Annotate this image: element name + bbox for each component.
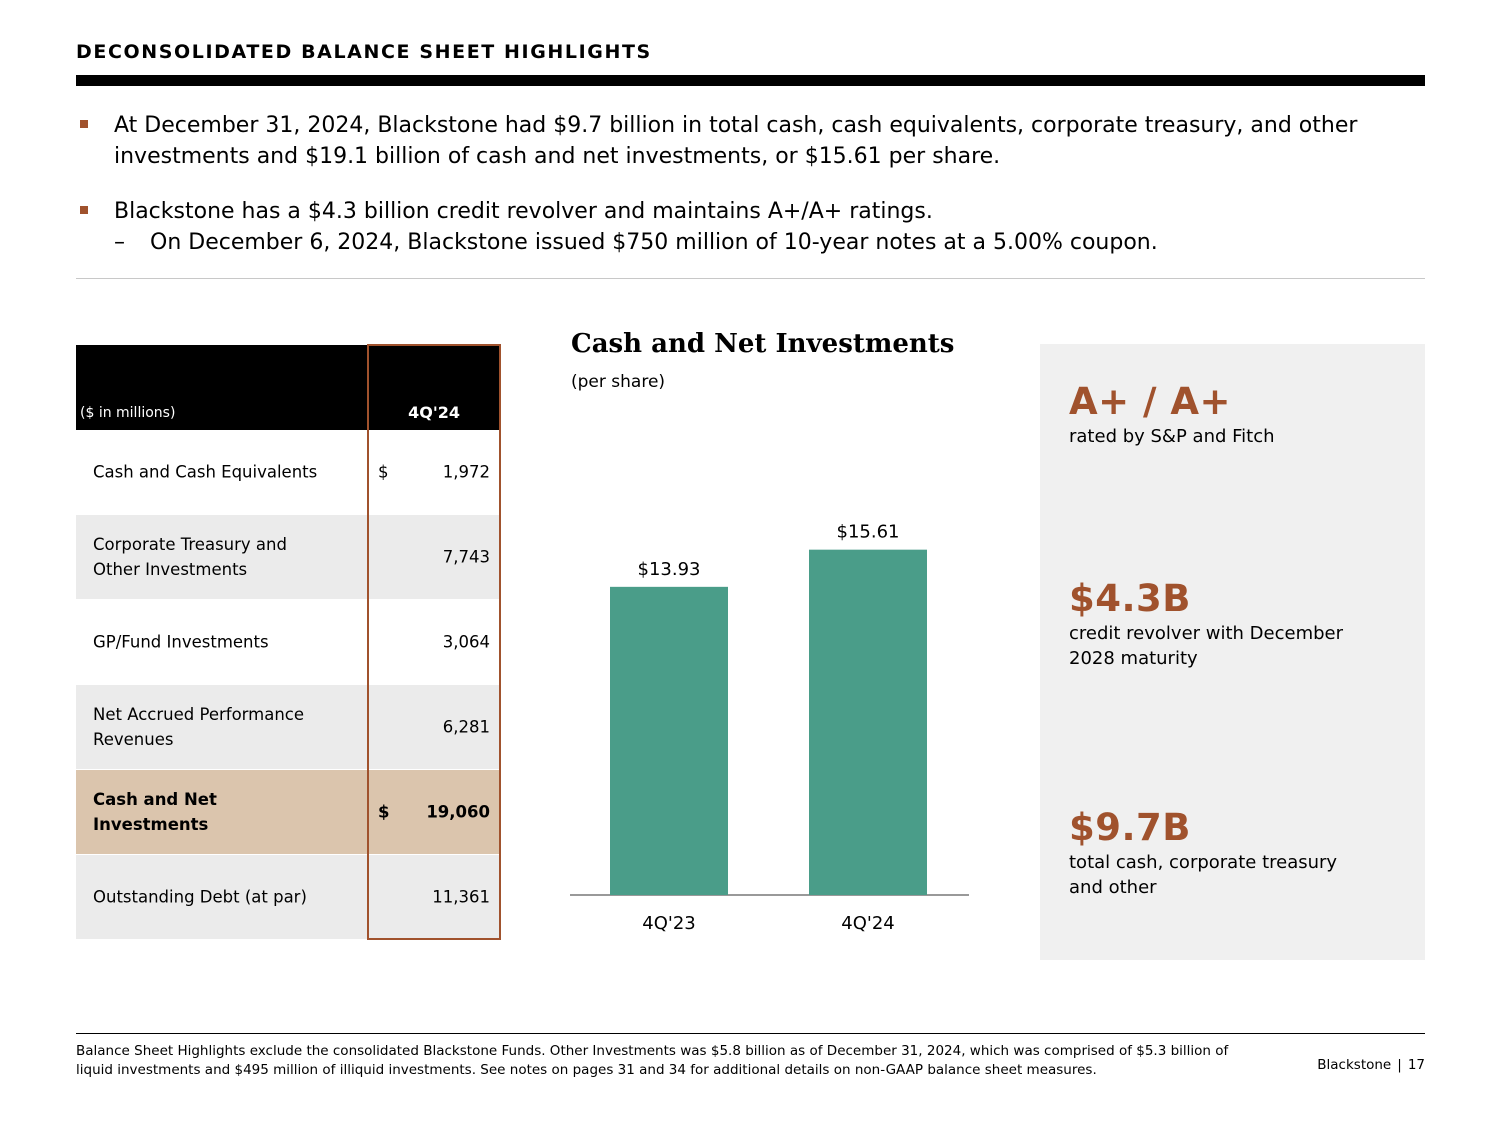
row-label: Cash and Net Investments (93, 790, 217, 834)
bullet-revolver: Blackstone has a $4.3 billion credit rev… (76, 196, 1425, 258)
table-row: GP/Fund Investments 3,064 (76, 600, 500, 685)
stat-rating: A+ / A+ rated by S&P and Fitch (1069, 380, 1369, 449)
row-value: 11,361 (432, 887, 490, 907)
footer-rule (76, 1033, 1425, 1034)
summary-bullets: At December 31, 2024, Blackstone had $9.… (76, 110, 1425, 258)
row-value: 7,743 (442, 547, 490, 567)
footer-separator: | (1397, 1057, 1402, 1073)
table-row: Cash and Net Investments $19,060 (76, 770, 500, 855)
table-row: Cash and Cash Equivalents $1,972 (76, 430, 500, 515)
brand-name: Blackstone (1317, 1057, 1392, 1073)
balance-sheet-table: ($ in millions) 4Q'24 Cash and Cash Equi… (76, 345, 500, 940)
stat-rating-value: A+ / A+ (1069, 380, 1232, 423)
section-divider (76, 278, 1425, 279)
key-stats-panel: A+ / A+ rated by S&P and Fitch $4.3B cre… (1040, 344, 1425, 960)
x-tick-label: 4Q'24 (841, 913, 894, 934)
footnote: Balance Sheet Highlights exclude the con… (76, 1043, 1229, 1078)
sub-bullet-notes: – On December 6, 2024, Blackstone issued… (114, 227, 1425, 258)
x-tick-label: 4Q'23 (642, 913, 695, 934)
bullet-cash-summary: At December 31, 2024, Blackstone had $9.… (76, 110, 1425, 172)
row-value: 1,972 (442, 462, 490, 482)
row-label: GP/Fund Investments (93, 632, 269, 652)
bar-0 (610, 586, 728, 895)
row-label: Net Accrued Performance Revenues (93, 705, 305, 749)
bar-value-label: $15.61 (837, 522, 900, 543)
row-value: 6,281 (442, 717, 490, 737)
chart-title: Cash and Net Investments (571, 329, 955, 359)
row-label: Corporate Treasury and Other Investments (93, 535, 287, 579)
footer-brand: Blackstone | 17 (1317, 1057, 1425, 1073)
per-share-bar-chart: $13.93 4Q'23 $15.61 4Q'24 (570, 522, 969, 934)
stat-revolver-value: $4.3B (1069, 577, 1191, 620)
dash-bullet: – (114, 230, 125, 255)
square-bullet-icon (80, 206, 88, 214)
title-rule (76, 75, 1425, 86)
bar-value-label: $13.93 (638, 559, 701, 580)
row-label: Outstanding Debt (at par) (93, 887, 307, 907)
row-currency: $ (378, 802, 390, 822)
chart-subtitle: (per share) (571, 372, 666, 392)
page-number: 17 (1407, 1057, 1425, 1073)
row-value: 3,064 (442, 632, 490, 652)
bar-1 (809, 549, 927, 895)
stat-revolver-desc: credit revolver with December 2028 matur… (1069, 623, 1344, 669)
stat-cash-value: $9.7B (1069, 806, 1191, 849)
stat-cash: $9.7B total cash, corporate treasury and… (1069, 806, 1369, 900)
bullet-text: At December 31, 2024, Blackstone had $9.… (114, 113, 1358, 169)
stat-cash-desc: total cash, corporate treasury and other (1069, 852, 1338, 898)
bullet-text: Blackstone has a $4.3 billion credit rev… (114, 199, 933, 224)
row-currency: $ (378, 462, 389, 482)
table-row: Corporate Treasury and Other Investments… (76, 515, 500, 600)
row-value: 19,060 (426, 802, 490, 822)
row-label: Cash and Cash Equivalents (93, 462, 318, 482)
table-body: Cash and Cash Equivalents $1,972 Corporate… (76, 430, 500, 940)
table-row: Net Accrued Performance Revenues 6,281 (76, 685, 500, 770)
sub-bullet-text: On December 6, 2024, Blackstone issued $… (150, 230, 1158, 255)
table-header-period: 4Q'24 (408, 403, 460, 422)
table-header: ($ in millions) 4Q'24 (76, 345, 500, 430)
stat-revolver: $4.3B credit revolver with December 2028… (1069, 577, 1369, 671)
table-row: Outstanding Debt (at par) 11,361 (76, 855, 500, 940)
table-header-units: ($ in millions) (80, 405, 176, 421)
stat-rating-desc: rated by S&P and Fitch (1069, 426, 1275, 447)
square-bullet-icon (80, 120, 88, 128)
page-title: DECONSOLIDATED BALANCE SHEET HIGHLIGHTS (76, 41, 652, 63)
